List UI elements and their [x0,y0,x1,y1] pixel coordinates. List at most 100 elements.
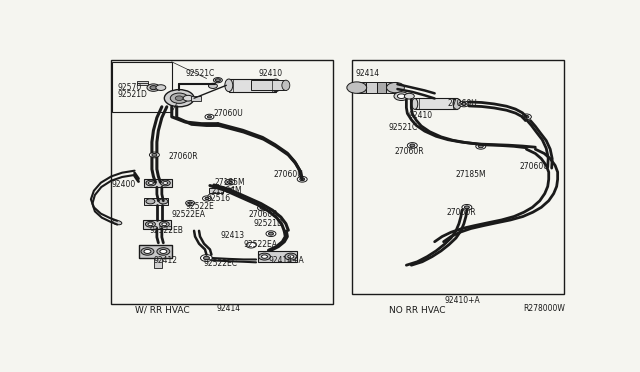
Circle shape [205,197,209,200]
Circle shape [288,255,294,258]
Polygon shape [251,80,286,90]
Text: 92413: 92413 [220,231,244,240]
Circle shape [478,145,483,148]
Circle shape [524,115,529,118]
Polygon shape [138,245,172,258]
Circle shape [300,178,305,181]
Circle shape [209,83,218,89]
Circle shape [410,144,415,147]
Text: 92522EC: 92522EC [203,259,237,268]
Circle shape [260,206,265,209]
Ellipse shape [282,80,290,90]
Ellipse shape [412,99,418,109]
Circle shape [141,248,154,255]
Text: 92522EA: 92522EA [244,240,278,249]
Circle shape [202,196,211,201]
Circle shape [160,250,167,253]
Ellipse shape [271,79,281,92]
Polygon shape [145,198,168,205]
Ellipse shape [113,220,122,225]
Text: 92522E: 92522E [186,202,214,211]
Text: 27185M: 27185M [456,170,486,179]
Text: 92521C: 92521C [186,69,215,78]
Circle shape [204,256,209,260]
Text: 92414: 92414 [355,69,380,78]
Circle shape [207,116,211,118]
Polygon shape [376,82,385,93]
Circle shape [476,144,486,149]
Text: 27060U: 27060U [520,162,550,171]
Circle shape [285,253,297,260]
Polygon shape [154,258,163,268]
Circle shape [163,182,168,185]
Text: 92522EA: 92522EA [172,210,206,219]
Circle shape [404,93,414,99]
Circle shape [159,221,169,227]
Circle shape [462,205,472,210]
Circle shape [157,248,170,255]
Polygon shape [385,82,396,93]
Text: 27060R: 27060R [446,208,476,217]
Circle shape [266,231,276,237]
Text: 92521D: 92521D [117,90,147,99]
Circle shape [144,250,151,253]
Circle shape [183,95,193,101]
Circle shape [465,206,469,209]
Circle shape [156,85,166,90]
Circle shape [186,201,195,206]
Ellipse shape [453,99,461,109]
Circle shape [148,182,154,185]
Text: 27060R: 27060R [168,153,198,161]
Circle shape [394,92,409,100]
Text: 92522EB: 92522EB [150,226,183,235]
Circle shape [297,176,307,182]
Text: 92521C: 92521C [388,123,418,132]
Text: 27060U: 27060U [273,170,303,179]
Circle shape [149,152,159,158]
Circle shape [145,221,156,227]
Circle shape [164,90,194,107]
Circle shape [259,253,271,260]
Circle shape [175,96,183,100]
Text: 27060U: 27060U [214,109,244,118]
Circle shape [459,101,469,107]
Circle shape [152,154,157,156]
Circle shape [150,86,157,90]
Circle shape [147,84,160,92]
Circle shape [397,94,405,99]
Text: 27060R: 27060R [249,210,278,219]
Text: 27060U: 27060U [447,99,477,108]
Text: NO RR HVAC: NO RR HVAC [389,306,445,315]
Circle shape [246,242,256,248]
Text: 92410+A: 92410+A [445,296,480,305]
Text: 27060R: 27060R [395,147,424,156]
Circle shape [146,199,155,204]
Polygon shape [415,99,457,109]
Text: 92521D: 92521D [253,219,284,228]
Circle shape [170,93,188,103]
Ellipse shape [225,79,233,92]
Circle shape [408,142,417,148]
Polygon shape [112,62,172,112]
Text: 92414+A: 92414+A [269,256,304,264]
Circle shape [162,223,167,226]
Circle shape [159,199,168,204]
Circle shape [188,202,192,204]
Text: 92516: 92516 [207,194,231,203]
Polygon shape [352,60,564,294]
Polygon shape [229,79,276,92]
Circle shape [216,79,220,81]
Text: 27185M: 27185M [215,178,246,187]
Polygon shape [365,82,376,93]
Circle shape [262,255,268,258]
Circle shape [227,181,232,183]
Polygon shape [191,96,201,101]
Text: 92414: 92414 [216,304,241,313]
Text: W/ RR HVAC: W/ RR HVAC [134,306,189,315]
Circle shape [146,180,156,186]
Text: 92410: 92410 [409,111,433,120]
Polygon shape [257,251,297,262]
Circle shape [387,83,404,93]
Circle shape [205,114,214,119]
Polygon shape [143,220,171,228]
